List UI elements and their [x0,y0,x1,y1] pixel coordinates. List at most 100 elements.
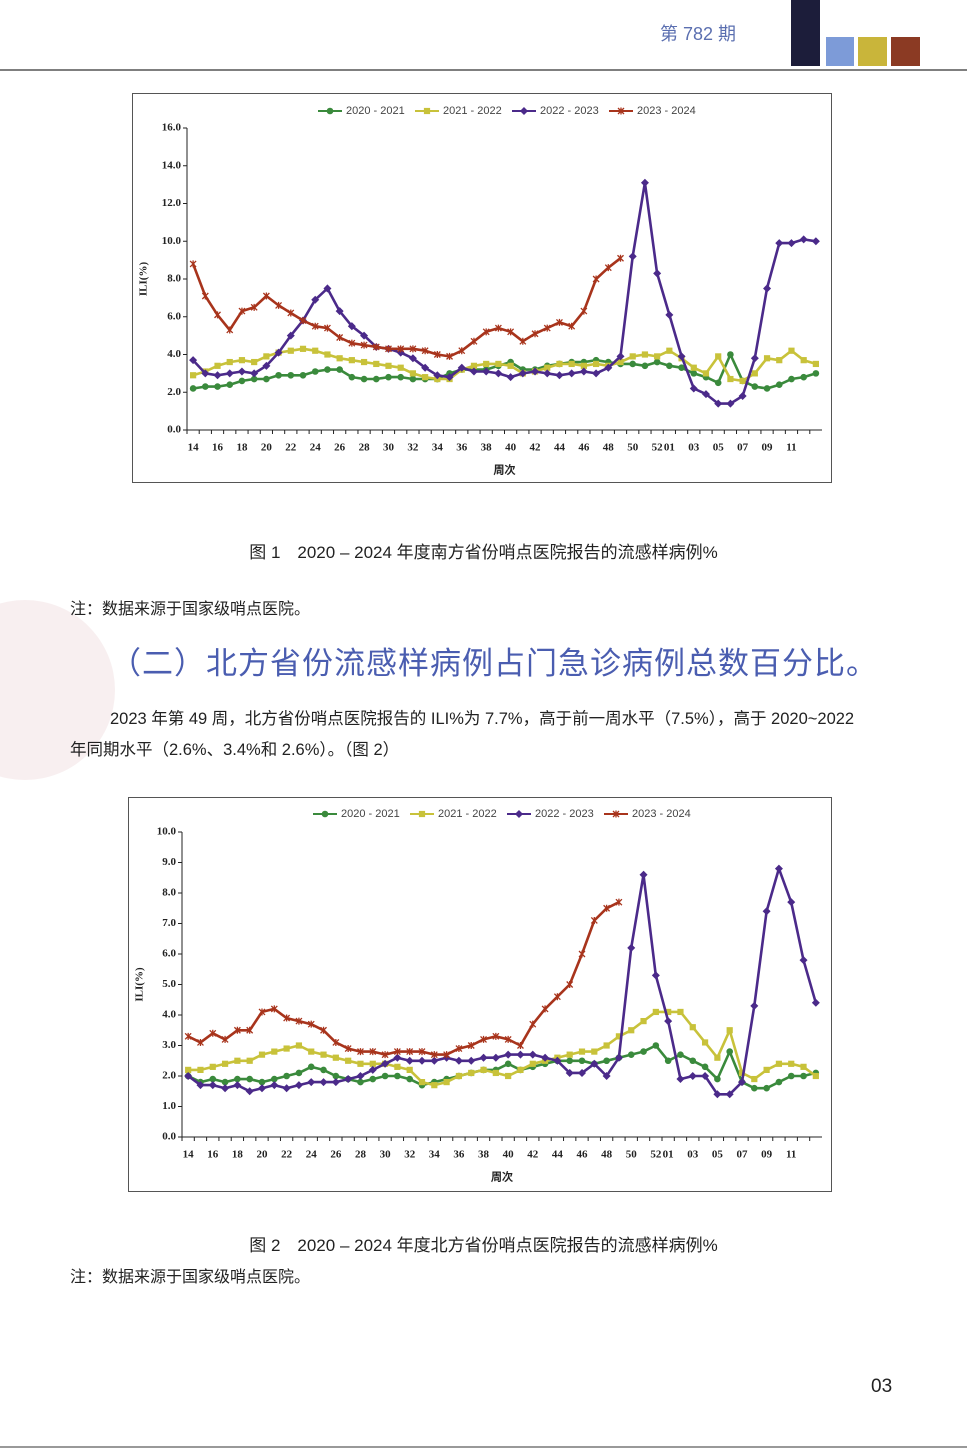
marker [445,373,454,382]
marker [213,371,222,380]
marker [725,1090,734,1099]
marker [567,369,576,378]
marker [590,1059,599,1068]
marker [726,1048,733,1055]
marker [446,352,454,360]
page-number: 03 [871,1376,893,1397]
marker [214,383,221,390]
marker [651,971,660,980]
marker [788,347,795,354]
marker [332,1072,340,1080]
x-tick-label: 22 [281,1149,293,1161]
marker [433,351,441,358]
marker [689,1057,697,1065]
y-tick-label: 9.0 [162,856,176,868]
marker [639,870,648,879]
marker [494,324,502,332]
marker [677,1051,684,1058]
header-block [791,0,820,66]
marker [385,373,392,381]
marker [221,1084,230,1093]
marker [800,1072,807,1080]
series-line [187,1044,817,1090]
series-line [192,353,817,390]
x-tick-label: 34 [429,1149,441,1161]
marker [666,362,673,370]
figure-caption: 图 1 2020 – 2024 年度南方省份哨点医院报告的流感样病例% [249,543,718,562]
paragraph-line: 年同期水平（2.6%、3.4%和 2.6%）。（图 2） [70,741,400,759]
marker [578,950,586,958]
marker [555,318,563,326]
x-tick-label: 52 [650,1149,662,1161]
marker [467,1056,476,1065]
marker [311,368,319,375]
legend-marker [514,809,524,819]
x-tick-label: 11 [786,442,796,454]
marker [311,322,319,330]
marker [233,1026,241,1034]
marker [196,1081,205,1090]
marker [336,355,343,362]
marker [763,1066,770,1073]
marker [320,1066,327,1074]
y-tick-label: 16.0 [162,122,182,134]
marker [197,1066,204,1073]
marker [482,367,491,376]
legend-label: 2023 - 2024 [632,808,691,820]
series-line [187,901,620,1056]
marker [238,307,246,315]
marker [592,369,601,378]
marker [295,1069,303,1077]
marker [323,324,331,332]
y-axis-label: ILI(%) [138,262,150,297]
marker [528,1050,537,1059]
marker [504,1050,513,1059]
x-tick-label: 16 [207,1149,219,1161]
marker [270,1005,278,1013]
x-tick-label: 46 [577,1149,589,1161]
marker [271,1048,278,1055]
marker [568,360,575,368]
marker [480,1066,487,1073]
marker [234,1057,241,1064]
marker [566,981,574,988]
marker [225,369,234,378]
legend-marker [418,810,426,818]
marker [299,371,307,379]
marker [776,357,783,364]
marker [372,343,380,351]
marker [295,1042,303,1049]
y-tick-label: 4.0 [162,1009,176,1021]
marker [197,1038,204,1046]
marker [516,1050,525,1059]
marker [665,310,674,319]
marker [417,1056,427,1065]
marker [332,1038,340,1046]
marker [603,1057,610,1065]
marker [430,1051,438,1059]
marker [664,1057,672,1065]
marker [577,1068,587,1077]
marker [468,1069,475,1077]
marker [492,1069,499,1077]
legend-label: 2021 - 2022 [443,105,502,117]
marker [295,1017,303,1025]
marker [344,1045,352,1053]
marker [332,1054,339,1061]
marker [201,292,209,300]
marker [393,1048,401,1056]
series-line [192,347,817,383]
y-axis-label: ILI(%) [134,967,146,1002]
marker [226,326,234,334]
marker [189,356,198,365]
legend-label: 2020 - 2021 [346,105,405,117]
y-tick-label: 6.0 [167,310,181,322]
marker [811,998,820,1007]
marker [640,1018,647,1025]
marker [209,1063,216,1070]
marker [603,904,611,912]
marker [763,355,771,362]
marker [738,392,747,401]
marker [409,370,417,377]
marker [629,360,637,368]
